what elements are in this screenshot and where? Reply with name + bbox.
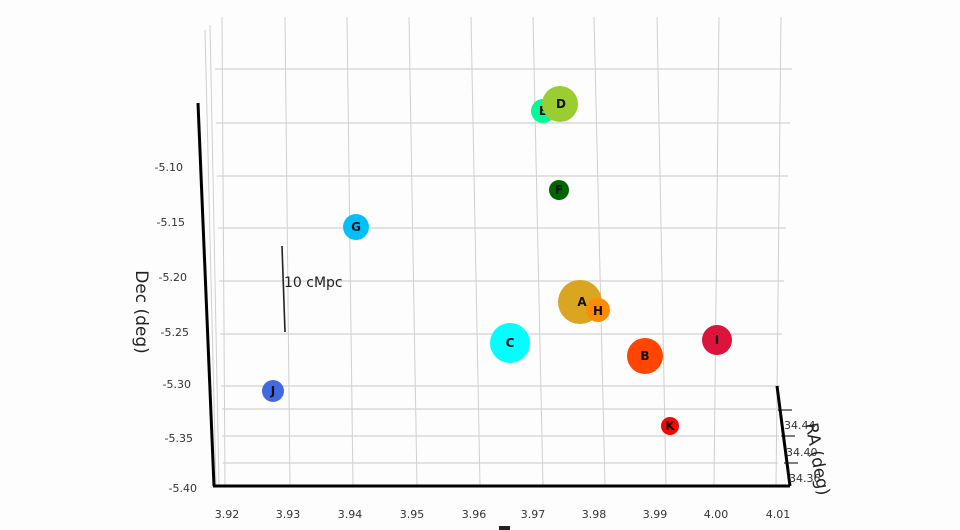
- z-axis-ticks: [778, 409, 798, 464]
- svg-text:-5.10: -5.10: [155, 161, 183, 174]
- svg-text:F: F: [555, 183, 563, 197]
- svg-text:D: D: [556, 97, 566, 111]
- svg-text:3.93: 3.93: [276, 508, 301, 521]
- svg-text:C: C: [506, 336, 515, 350]
- svg-text:-5.20: -5.20: [159, 271, 187, 284]
- svg-text:E: E: [539, 104, 547, 118]
- svg-text:34.36: 34.36: [789, 472, 821, 485]
- bubble-B[interactable]: B: [627, 338, 663, 374]
- svg-text:H: H: [593, 304, 603, 318]
- svg-text:I: I: [715, 333, 719, 347]
- svg-text:G: G: [351, 220, 361, 234]
- svg-text:3.92: 3.92: [215, 508, 240, 521]
- svg-text:3.94: 3.94: [338, 508, 363, 521]
- svg-text:A: A: [577, 295, 587, 309]
- svg-text:3.96: 3.96: [462, 508, 487, 521]
- bubble-I[interactable]: I: [702, 325, 732, 355]
- bubble-F[interactable]: F: [549, 180, 569, 200]
- bubble-H[interactable]: H: [586, 298, 610, 322]
- grid-vertical: [204, 16, 782, 487]
- svg-text:3.95: 3.95: [400, 508, 425, 521]
- svg-text:-5.25: -5.25: [161, 326, 189, 339]
- bubble-C[interactable]: C: [490, 323, 530, 363]
- z-tick-labels: 34.44 34.40 34.36: [784, 419, 821, 485]
- y-tick-labels: -5.10 -5.15 -5.20 -5.25 -5.30 -5.35 -5.4…: [155, 161, 197, 495]
- svg-text:4.00: 4.00: [704, 508, 729, 521]
- svg-text:-5.15: -5.15: [157, 216, 185, 229]
- svg-text:3.97: 3.97: [521, 508, 546, 521]
- grid-horizontal: [215, 68, 792, 464]
- svg-text:-5.40: -5.40: [169, 482, 197, 495]
- svg-text:4.01: 4.01: [766, 508, 791, 521]
- x-axis-label-cutoff: [499, 526, 510, 530]
- scale-bar: [281, 245, 286, 333]
- x-tick-labels: 3.92 3.93 3.94 3.95 3.96 3.97 3.98 3.99 …: [215, 508, 791, 521]
- bubble-D[interactable]: E D: [531, 86, 578, 123]
- svg-text:34.40: 34.40: [786, 446, 818, 459]
- y-axis-label: Dec (deg): [131, 270, 151, 354]
- bubble-J[interactable]: J: [262, 380, 284, 402]
- svg-text:3.98: 3.98: [582, 508, 607, 521]
- svg-text:-5.35: -5.35: [165, 432, 193, 445]
- svg-text:34.44: 34.44: [784, 419, 816, 432]
- svg-text:J: J: [270, 384, 275, 398]
- bubble-G[interactable]: G: [343, 214, 369, 240]
- z-axis-label: RA (deg): [801, 421, 833, 497]
- bubble-K[interactable]: K: [661, 417, 679, 435]
- svg-text:3.99: 3.99: [643, 508, 668, 521]
- bubbles: E D F G A H C B I: [262, 86, 732, 435]
- scale-bar-label: 10 cMpc: [284, 275, 343, 291]
- svg-text:K: K: [665, 419, 675, 433]
- svg-text:-5.30: -5.30: [163, 378, 191, 391]
- svg-text:B: B: [640, 349, 649, 363]
